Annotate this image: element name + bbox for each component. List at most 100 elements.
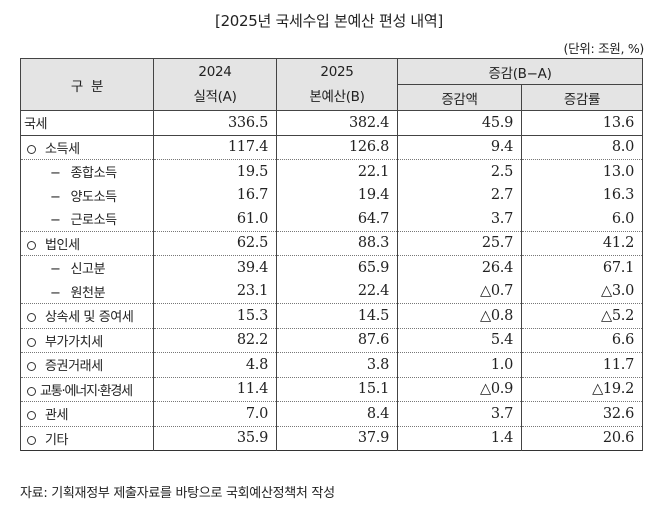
cell-diff: 45.9 [397,110,522,135]
cell-rate: 67.1 [521,255,643,280]
header-change-rate: 증감률 [521,84,643,111]
header-2025-label: 본예산(B) [309,88,365,105]
row-label: 교통·에너지·환경세 [40,383,133,399]
cell-2025: 8.4 [276,401,398,426]
circle-bullet-icon [27,240,36,250]
row-label: 상속세 및 증여세 [45,310,134,326]
cell-2025: 37.9 [276,425,398,451]
row-label: 원천분 [70,285,106,301]
table-row: 법인세 62.5 88.3 25.7 41.2 [20,230,643,256]
cell-2025: 3.8 [276,352,398,377]
table-row: 소득세 117.4 126.8 9.4 8.0 [20,134,643,160]
cell-2025: 22.1 [276,159,398,184]
row-label: 양도소득 [70,189,118,205]
circle-bullet-icon [27,386,36,396]
cell-2024: 117.4 [153,134,277,160]
dash-marker-icon: − [50,262,61,278]
cell-2024: 7.0 [153,401,277,426]
source-note: 자료: 기획재정부 제출자료를 바탕으로 국회예산정책처 작성 [20,486,335,501]
cell-rate: 13.0 [521,159,643,184]
table-row: 관세 7.0 8.4 3.7 32.6 [20,401,643,426]
row-label: 소득세 [45,141,80,157]
cell-2024: 82.2 [153,327,277,353]
table-row-sub: − 근로소득 61.0 64.7 3.7 6.0 [20,207,643,231]
cell-diff: 26.4 [397,255,522,280]
table-title: [2025년 국세수입 본예산 편성 내역] [215,12,443,30]
circle-bullet-icon [27,144,36,154]
header-change-group: 증감(B−A) [397,58,643,85]
circle-bullet-icon [27,337,36,347]
dash-marker-icon: − [50,166,61,182]
cell-2024: 336.5 [153,110,277,135]
row-label: 부가가치세 [45,334,103,350]
cell-2025: 87.6 [276,327,398,353]
cell-diff: 3.7 [397,401,522,426]
cell-2025: 19.4 [276,183,398,207]
tax-revenue-table: 구 분 2024 실적(A) 2025 본예산(B) 증감(B−A) 증감액 증… [20,58,643,451]
cell-diff: 5.4 [397,327,522,353]
cell-rate: △19.2 [521,376,643,402]
row-label: 종합소득 [70,166,118,182]
dash-marker-icon: − [50,213,61,229]
cell-2024: 16.7 [153,183,277,207]
row-label: 근로소득 [70,213,118,229]
cell-rate: 41.2 [521,230,643,256]
cell-diff: 2.7 [397,183,522,207]
cell-rate: △3.0 [521,279,643,304]
cell-2024: 4.8 [153,352,277,377]
cell-2024: 61.0 [153,207,277,231]
row-label: 관세 [45,408,69,424]
cell-rate: 32.6 [521,401,643,426]
cell-rate: 13.6 [521,110,643,135]
cell-rate: 20.6 [521,425,643,451]
dash-marker-icon: − [50,189,61,205]
cell-diff: 9.4 [397,134,522,160]
cell-2024: 35.9 [153,425,277,451]
cell-2025: 382.4 [276,110,398,135]
cell-rate: 6.6 [521,327,643,353]
cell-rate: 11.7 [521,352,643,377]
header-2024-label: 실적(A) [193,88,237,105]
table-row: 부가가치세 82.2 87.6 5.4 6.6 [20,327,643,353]
table-row-sub: − 양도소득 16.7 19.4 2.7 16.3 [20,183,643,207]
cell-rate: 8.0 [521,134,643,160]
cell-diff: 2.5 [397,159,522,184]
cell-diff: △0.9 [397,376,522,402]
cell-rate: 16.3 [521,183,643,207]
circle-bullet-icon [27,362,36,372]
dash-marker-icon: − [50,285,61,301]
header-2024-actual: 2024 실적(A) [153,58,277,111]
circle-bullet-icon [27,313,36,323]
table-row-sub: − 신고분 39.4 65.9 26.4 67.1 [20,255,643,280]
row-label: 기타 [45,432,69,448]
cell-diff: 3.7 [397,207,522,231]
row-label: 국세 [20,110,154,135]
cell-diff: 1.0 [397,352,522,377]
row-label: 법인세 [45,237,80,253]
row-label: 증권거래세 [45,359,103,375]
cell-2024: 15.3 [153,303,277,328]
header-category: 구 분 [20,58,154,111]
cell-2024: 23.1 [153,279,277,304]
header-2024-year: 2024 [198,63,232,80]
cell-rate: △5.2 [521,303,643,328]
unit-note: (단위: 조원, %) [563,41,645,56]
table-row-sub: − 원천분 23.1 22.4 △0.7 △3.0 [20,279,643,304]
cell-2025: 15.1 [276,376,398,402]
cell-2025: 14.5 [276,303,398,328]
cell-2025: 65.9 [276,255,398,280]
cell-2024: 62.5 [153,230,277,256]
circle-bullet-icon [27,435,36,445]
cell-diff: 25.7 [397,230,522,256]
table-row: 기타 35.9 37.9 1.4 20.6 [20,425,643,451]
cell-rate: 6.0 [521,207,643,231]
circle-bullet-icon [27,411,36,421]
cell-diff: △0.8 [397,303,522,328]
table-row: 교통·에너지·환경세 11.4 15.1 △0.9 △19.2 [20,376,643,402]
header-2025-year: 2025 [320,63,354,80]
header-2025-budget: 2025 본예산(B) [276,58,398,111]
table-row: 증권거래세 4.8 3.8 1.0 11.7 [20,352,643,377]
cell-2024: 11.4 [153,376,277,402]
table-row-total: 국세 336.5 382.4 45.9 13.6 [20,110,643,135]
header-change-amount: 증감액 [397,84,522,111]
